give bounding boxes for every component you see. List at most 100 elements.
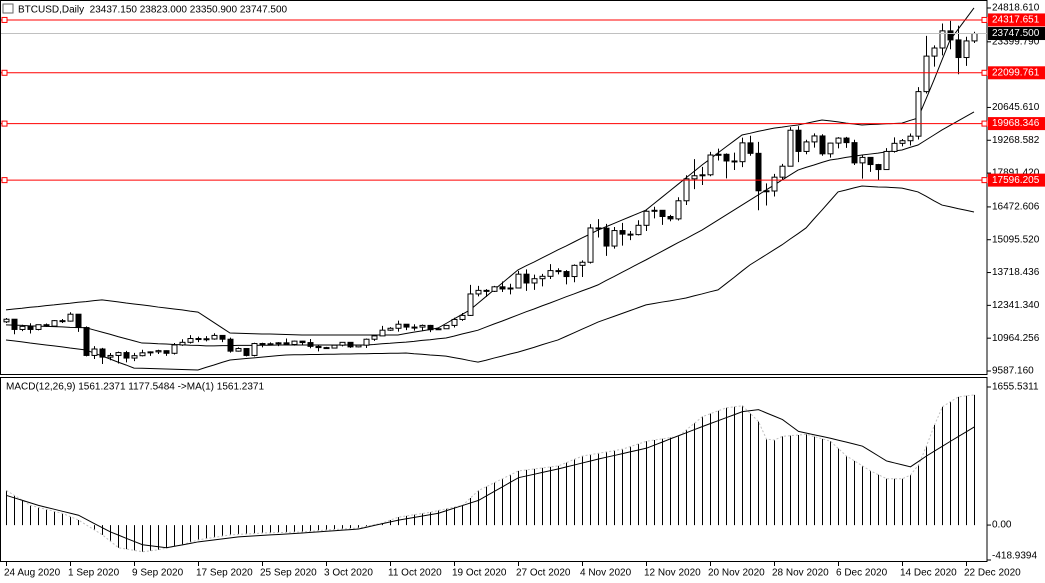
candle-body [339,341,346,346]
candle-body [475,289,482,295]
candle-body [675,200,682,220]
price-pane [0,0,988,375]
candle-body [379,329,386,337]
candle-body [411,326,418,329]
x-tick-label: 6 Dec 2020 [836,568,888,579]
candle-body [371,335,378,340]
candle-body [827,142,834,155]
level-anchor [1,16,8,23]
chart-title: BTCUSD,Daily 23437.150 23823.000 23350.9… [18,5,288,16]
candle-body [611,230,618,247]
x-tick-label: 14 Dec 2020 [900,568,957,579]
candle-body [267,343,274,346]
candle-body [179,341,186,346]
candle-body [163,350,170,354]
candle-body [427,324,434,331]
candle-body [835,137,842,144]
candle-body [307,342,314,347]
candle-body [387,327,394,331]
candle-body [723,153,730,162]
candle-body [459,314,466,320]
candle-body [763,190,770,193]
candle-body [107,354,114,358]
candle-body [555,270,562,273]
candle-body [587,227,594,263]
candle-body [915,91,922,137]
candle-body [563,271,570,278]
level-label-bg [988,66,1045,80]
candle-body [91,348,98,356]
candle-body [331,344,338,349]
level-label-bg [988,117,1045,131]
candle-body [59,320,66,323]
candle-body [403,323,410,328]
candle-body [75,313,82,329]
candle-body [443,324,450,330]
candle-body [203,338,210,341]
candle-body [691,175,698,180]
candle-body [187,338,194,343]
y-tick-label: 16472.606 [992,202,1040,213]
level-anchor [981,177,988,184]
candle-body [539,275,546,280]
candle-body [739,142,746,163]
candle-body [899,140,906,144]
candle-body [635,224,642,236]
y-tick-label: 9587.160 [992,366,1034,377]
candle-body [907,135,914,142]
candle-body [547,270,554,277]
candle-body [347,341,354,348]
candle-body [771,176,778,192]
level-label-bg [988,13,1045,27]
y-tick-label: 12341.340 [992,300,1040,311]
x-tick-label: 28 Nov 2020 [772,568,829,579]
level-label: 17596.205 [992,175,1040,186]
y-tick-label: 15095.520 [992,234,1040,245]
candle-body [779,165,786,178]
candle-body [139,352,146,357]
candle-body [147,351,154,354]
candle-body [963,40,970,59]
candle-body [755,152,762,192]
candle-body [955,39,962,59]
candle-body [243,348,250,356]
candle-body [35,324,42,330]
candle-body [19,325,26,330]
candle-body [947,30,954,41]
y-tick-label: 10964.256 [992,333,1040,344]
candle-body [259,343,266,346]
candle-body [451,318,458,326]
candle-body [811,135,818,143]
level-label: 24317.651 [992,15,1040,26]
candle-body [251,343,258,356]
candle-body [875,164,882,171]
candle-body [571,264,578,278]
candle-body [219,334,226,340]
candle-body [923,55,930,93]
candle-body [859,156,866,164]
band-upper [5,7,975,336]
candle-body [355,344,362,348]
candle-body [99,348,106,358]
level-anchor [981,69,988,76]
candle-body [467,293,474,316]
candle-body [11,318,18,330]
candle-body [595,227,602,230]
macd-pane [0,377,988,562]
candle-body [803,141,810,152]
candle-body [51,320,58,327]
candle-body [659,209,666,217]
candle-body [667,215,674,220]
candle-body [883,150,890,171]
x-tick-label: 12 Nov 2020 [644,568,701,579]
candle-body [891,142,898,152]
level-label: 19968.346 [992,118,1040,129]
candle-body [419,324,426,328]
candle-body [579,261,586,266]
candle-body [795,129,802,152]
x-tick-label: 9 Sep 2020 [132,568,184,579]
candle-body [315,345,322,349]
candle-body [627,233,634,236]
candle-body [851,142,858,164]
